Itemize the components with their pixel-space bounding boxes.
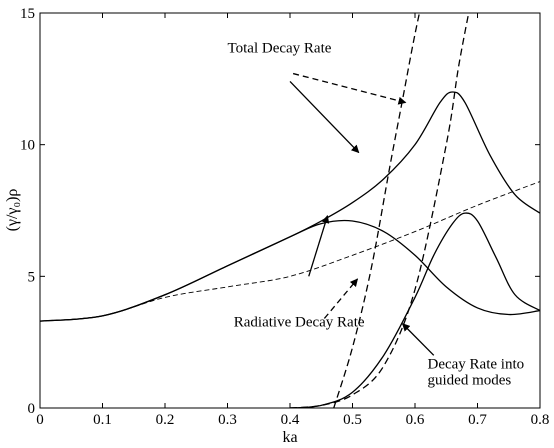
y-axis-label: (γ/γ₀)ρ (4, 189, 21, 232)
annotation-arrow-3 (308, 215, 330, 277)
series-line-3-solid (40, 219, 540, 322)
annotation-text-3: Decay Rate into (428, 357, 525, 373)
annotation-text-4: guided modes (428, 372, 512, 388)
x-tick-label: 0.4 (281, 412, 300, 428)
series-line-6-dashed (289, 13, 470, 408)
axis-ticks (39, 12, 541, 409)
annotation-arrow-4 (323, 278, 359, 319)
annotation-text-1: Total Decay Rate (228, 41, 332, 57)
annotation-arrow-1 (289, 81, 360, 154)
x-tick-label: 0.6 (406, 412, 425, 428)
x-tick-label: 0 (36, 412, 44, 428)
x-tick-label: 0.8 (531, 412, 550, 428)
annotation-arrow-5 (401, 323, 435, 356)
y-tick-label: 15 (20, 6, 35, 22)
y-tick-label: 5 (28, 269, 36, 285)
x-axis-label: ka (282, 429, 297, 446)
series-line-4-dashed (40, 181, 540, 322)
x-tick-label: 0.2 (156, 412, 175, 428)
series-line-1-solid (40, 91, 540, 322)
annotations: Total Decay Rate Radiative Decay Rate Deca… (228, 41, 525, 389)
annotation-text-2: Radiative Decay Rate (234, 314, 365, 330)
x-tick-label: 0.3 (218, 412, 237, 428)
x-tick-label: 0.7 (468, 412, 487, 428)
y-tick-label: 10 (20, 138, 35, 154)
x-tick-labels: 0 0.1 0.2 0.3 0.4 0.5 0.6 0.7 0.8 (36, 412, 549, 428)
x-tick-label: 0.5 (343, 412, 362, 428)
series-group (40, 13, 540, 408)
annotation-arrows (289, 72, 435, 356)
y-tick-label: 0 (28, 401, 36, 417)
annotation-arrow-2 (292, 72, 407, 105)
y-tick-labels: 0 5 10 15 (20, 6, 35, 417)
x-tick-label: 0.1 (93, 412, 112, 428)
series-line-5-solid (289, 212, 540, 408)
series-line-2-dashed (333, 13, 421, 408)
